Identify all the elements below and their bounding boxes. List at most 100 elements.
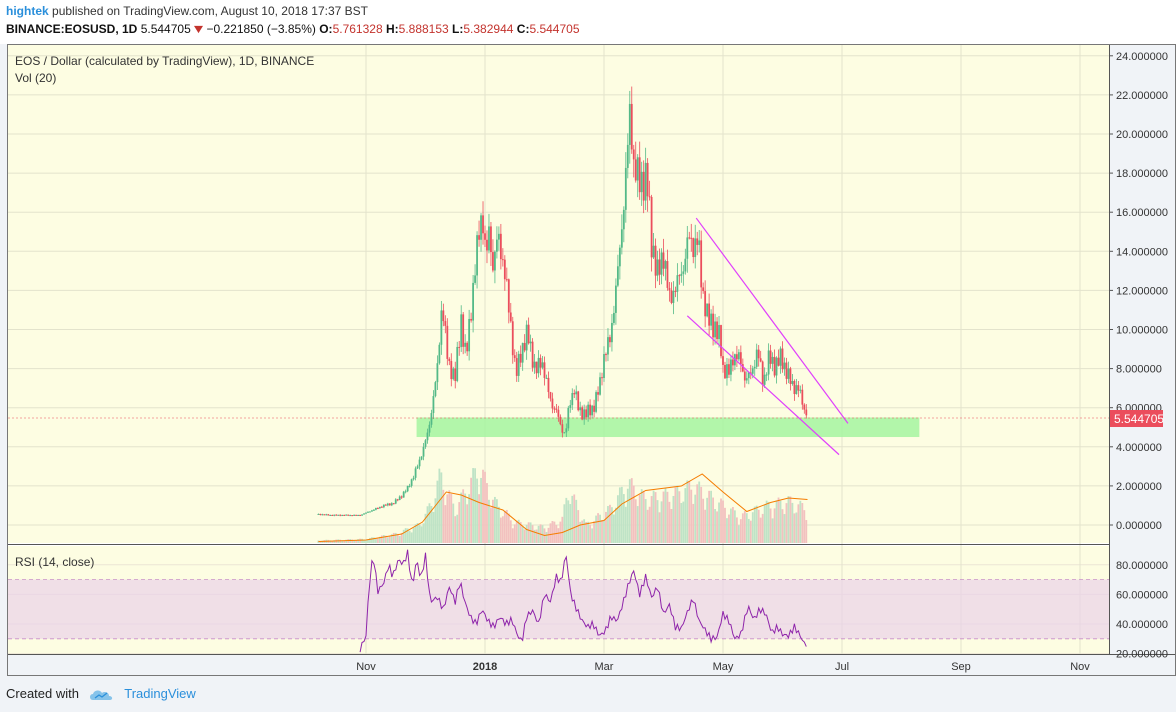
volume-bar [442, 489, 445, 543]
candle-body [680, 273, 683, 276]
volume-bar [712, 497, 714, 543]
candle-body [732, 359, 734, 366]
volume-bar [678, 491, 681, 543]
candle-body [503, 259, 506, 280]
volume-bar [426, 506, 429, 543]
volume-bar [545, 531, 548, 543]
volume-bar [408, 530, 411, 543]
high-value: 5.888153 [398, 22, 449, 36]
candle-body [323, 514, 326, 516]
volume-bar [599, 514, 601, 543]
time-tick-label: Nov [1070, 661, 1090, 673]
volume-bar [533, 529, 536, 543]
candle-body [486, 239, 488, 251]
time-tick-label: Nov [356, 661, 376, 673]
candle-body [601, 377, 603, 379]
price-tick-label: 20.000000 [1116, 129, 1168, 141]
tradingview-cloud-icon [89, 690, 112, 700]
volume-bar [735, 517, 738, 543]
candle-body [783, 362, 786, 370]
volume-bar [497, 506, 500, 543]
volume-bar [761, 513, 764, 543]
time-axis: Nov 2018 Mar May Jul Sep Nov [356, 661, 1090, 673]
volume-bar [529, 522, 532, 543]
candle-body [339, 514, 342, 516]
candle-body [618, 247, 621, 267]
candle-body [686, 237, 689, 259]
candle-body [718, 325, 720, 340]
volume-bar [636, 506, 639, 543]
candle-body [428, 424, 431, 433]
volume-bar [482, 469, 484, 543]
volume-bar [682, 501, 685, 543]
volume-bar [434, 498, 437, 543]
candle-body [577, 391, 580, 411]
volume-bar [575, 499, 578, 543]
candle-body [329, 514, 332, 516]
candle-body [583, 409, 586, 420]
volume-bar [476, 478, 478, 543]
candle-body [361, 514, 363, 516]
volume-bar [609, 504, 611, 543]
volume-bar [642, 490, 645, 543]
tradingview-link[interactable]: TradingView [124, 686, 196, 701]
volume-bar [670, 509, 673, 543]
volume-bar [613, 514, 615, 543]
candle-body [456, 346, 459, 381]
volume-bar [418, 524, 421, 543]
candle-body [599, 377, 601, 395]
volume-bar [402, 529, 405, 543]
candle-body [432, 396, 435, 414]
volume-bar [783, 514, 786, 543]
volume-bar [726, 518, 728, 543]
volume-label: Vol (20) [15, 71, 56, 85]
candle-body [726, 364, 728, 379]
price-tick-label: 8.000000 [1116, 364, 1162, 376]
candle-body [531, 341, 534, 368]
volume-bar [638, 494, 641, 543]
candle-body [482, 215, 484, 234]
volume-bar [704, 509, 707, 543]
candle-body [392, 503, 395, 505]
candle-body [462, 314, 465, 347]
candle-body [668, 287, 671, 291]
candle-body [587, 404, 590, 418]
candle-body [581, 407, 584, 420]
candle-body [394, 499, 397, 504]
volume-bar [763, 504, 766, 543]
price-tick-label: 22.000000 [1116, 90, 1168, 102]
candle-body [335, 514, 338, 516]
volume-bar [765, 500, 768, 543]
volume-bar [626, 488, 629, 543]
candle-body [714, 321, 716, 338]
candle-body [609, 337, 611, 343]
candle-body [386, 503, 389, 506]
volume-bar [569, 504, 572, 543]
candle-body [497, 233, 500, 240]
candle-body [737, 352, 740, 360]
candle-body [656, 259, 659, 276]
volume-bar [513, 524, 516, 543]
main-pane-bg [8, 45, 1109, 543]
publish-info: hightek published on TradingView.com, Au… [6, 4, 368, 18]
volume-bar [456, 514, 459, 543]
price-tick-label: 12.000000 [1116, 285, 1168, 297]
volume-bar [787, 496, 790, 543]
author-link[interactable]: hightek [6, 4, 49, 18]
volume-bar [751, 512, 754, 543]
volume-bar [603, 520, 605, 543]
time-tick-label: Jul [835, 661, 849, 673]
chart-canvas[interactable]: 24.000000 22.000000 20.000000 18.000000 16.0… [0, 44, 1176, 684]
volume-bar [632, 485, 635, 543]
volume-bar [700, 486, 703, 543]
volume-bar [650, 496, 653, 543]
candle-body [430, 413, 433, 425]
candle-body [781, 348, 784, 370]
volume-bar [658, 512, 661, 543]
candle-body [761, 361, 764, 385]
volume-bar [329, 540, 332, 543]
volume-bar [585, 522, 588, 543]
candle-body [373, 509, 375, 511]
volume-bar [563, 504, 566, 543]
candle-body [777, 357, 780, 366]
